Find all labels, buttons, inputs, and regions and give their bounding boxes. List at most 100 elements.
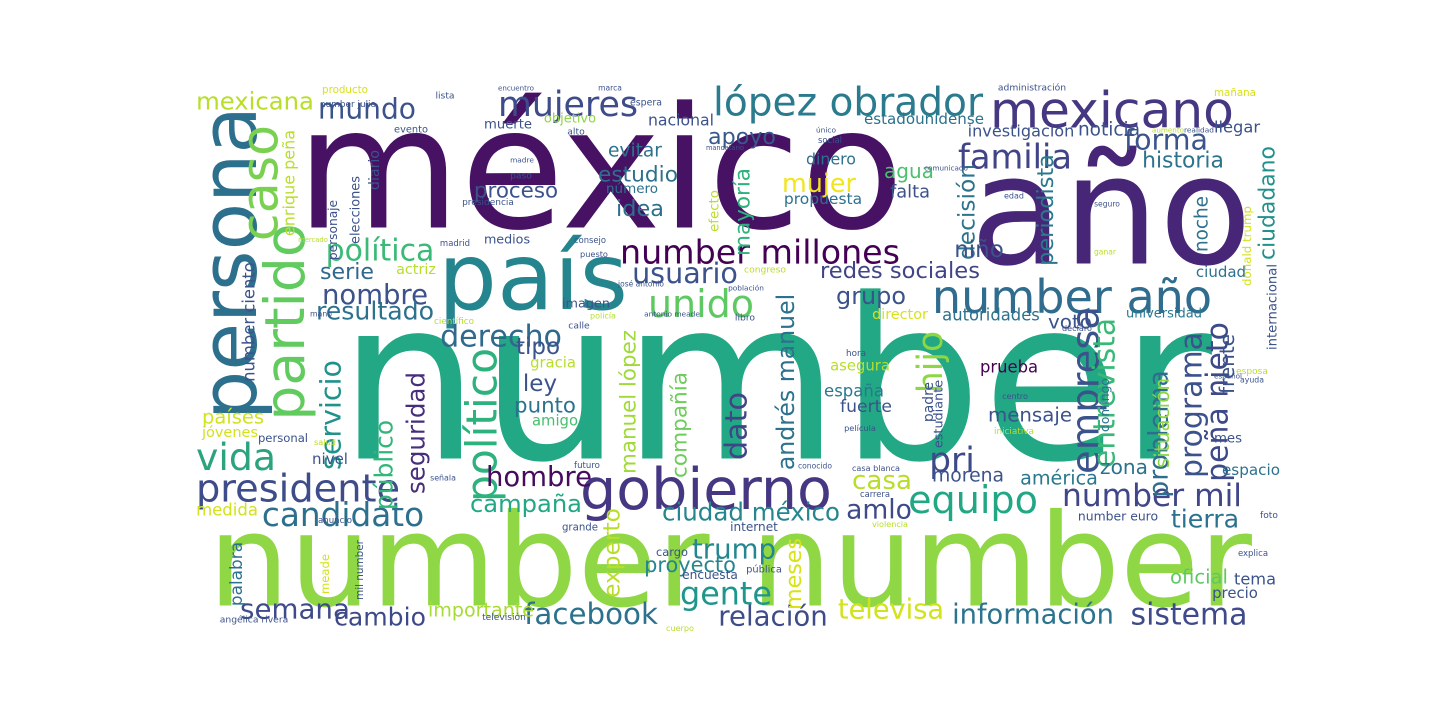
word-jose-antonio: josé antonio [617, 280, 664, 289]
word-precio: precio [1212, 584, 1258, 602]
word-mujer: mujer [782, 168, 857, 198]
word-unido: unido [648, 282, 754, 326]
word-importante: importante [428, 599, 534, 622]
word-pelicula: película [844, 423, 876, 433]
word-number-mil: number mil [1062, 478, 1242, 514]
word-prueba: prueba [980, 358, 1038, 377]
word-investigacion: investigación [968, 122, 1075, 141]
word-declaro: declaró [1062, 323, 1092, 333]
word-casa: casa [852, 466, 912, 496]
word-casa-blanca: casa blanca [852, 463, 900, 473]
word-espanol: español [1214, 372, 1242, 381]
word-dato: dato [720, 392, 755, 460]
word-decision: decisión [954, 164, 981, 260]
word-vida: vida [196, 435, 276, 479]
word-centro: centro [1002, 391, 1028, 401]
word-pri: pri [929, 441, 975, 481]
word-imagen: imagen [562, 297, 610, 312]
word-espacio: espacio [1222, 461, 1280, 479]
word-hora: hora [846, 349, 866, 359]
word-periodista: periodista [1033, 154, 1059, 266]
word-experto: experto [599, 508, 626, 598]
word-noche: noche [1192, 196, 1213, 252]
word-sistema: sistema [1131, 598, 1248, 633]
word-gente: gente [680, 576, 772, 613]
word-andres-manuel: andrés manuel [772, 294, 800, 470]
word-edad: edad [1004, 192, 1024, 201]
word-nino: niño [954, 237, 1004, 263]
word-derecho: derecho [440, 320, 562, 355]
word-entrevista: entrevista [1088, 318, 1123, 468]
word-number-julio: number julio [320, 100, 376, 110]
word-realidad: realidad [1184, 126, 1214, 135]
word-publico: público [370, 420, 399, 510]
word-television: televisión [482, 612, 526, 623]
word-zona: zona [1100, 455, 1148, 479]
word-agua: agua [884, 159, 934, 183]
word-evitar: evitar [608, 141, 662, 162]
word-futuro: futuro [574, 461, 600, 471]
word-muerte: muerte [484, 118, 532, 133]
word-madrid: madrid [440, 239, 470, 249]
word-hombre: hombre [486, 461, 592, 493]
word-familia: familia [958, 138, 1072, 177]
word-marca: marca [598, 84, 622, 93]
word-esposa: esposa [1236, 367, 1268, 377]
word-number: number [338, 251, 1213, 512]
word-cientifico: científico [434, 317, 474, 327]
word-encuentro: encuentro [498, 84, 534, 93]
word-mes: mes [1214, 432, 1242, 447]
word-candidato: candidato [262, 496, 424, 534]
word-amlo: amlo [846, 495, 912, 526]
word-ley: ley [523, 371, 557, 397]
word-problema: problema [1144, 370, 1175, 498]
word-idea: idea [616, 196, 664, 222]
word-grupo: grupo [836, 282, 906, 310]
word-lista: lista [435, 91, 454, 102]
word-unico: único [816, 126, 836, 135]
word-number-ciento: number ciento [240, 262, 259, 382]
word-lopez-obrador: lópez obrador [713, 81, 984, 126]
word-america: américa [1020, 467, 1098, 490]
word-mundo: mundo [318, 93, 416, 126]
word-partido: partido [254, 223, 318, 420]
word-hijo: hijo [911, 331, 951, 393]
word-gracia: gracia [530, 355, 576, 372]
word-tipo: tipo [516, 334, 560, 360]
word-internet: internet [730, 520, 778, 534]
word-comunicado: comunicado [924, 164, 968, 173]
word-facebook: facebook [524, 597, 658, 631]
word-numero: número [606, 181, 658, 197]
word-director: director [872, 307, 928, 323]
word-congreso: congreso [744, 265, 786, 276]
word-palabra: palabra [226, 542, 246, 606]
word-politico: político [458, 348, 507, 502]
word-carrera: carrera [860, 489, 890, 499]
word-politica: política [326, 234, 435, 269]
word-ciudad: ciudad [1196, 263, 1246, 281]
word-ayuda: ayuda [1240, 376, 1264, 385]
word-encuesta: encuesta [682, 568, 738, 582]
word-grande: grande [562, 523, 598, 534]
word-nacional: nacional [648, 111, 714, 130]
word-semana: semana [240, 593, 350, 626]
word-mexico: méxico [296, 71, 904, 268]
word-pais: país [438, 223, 628, 331]
word-frente: frente [1215, 334, 1239, 394]
word-oficial: oficial [1170, 566, 1228, 589]
word-senala: señala [430, 474, 456, 483]
word-televisa: televisa [838, 595, 944, 626]
word-ganar: ganar [1094, 248, 1117, 257]
word-programa: programa [1175, 332, 1210, 478]
word-cargo: cargo [656, 545, 688, 559]
word-tema: tema [1234, 570, 1276, 589]
word-donald-trump: donald trump [1240, 206, 1254, 286]
word-foto: foto [1260, 511, 1278, 521]
word-espana: españa [824, 382, 884, 401]
word-mano: mano [310, 310, 332, 319]
word-falta: falta [890, 182, 930, 203]
word-propuesta: propuesta [784, 190, 862, 208]
word-informacion: información [952, 600, 1114, 631]
word-paises: países [202, 406, 264, 429]
